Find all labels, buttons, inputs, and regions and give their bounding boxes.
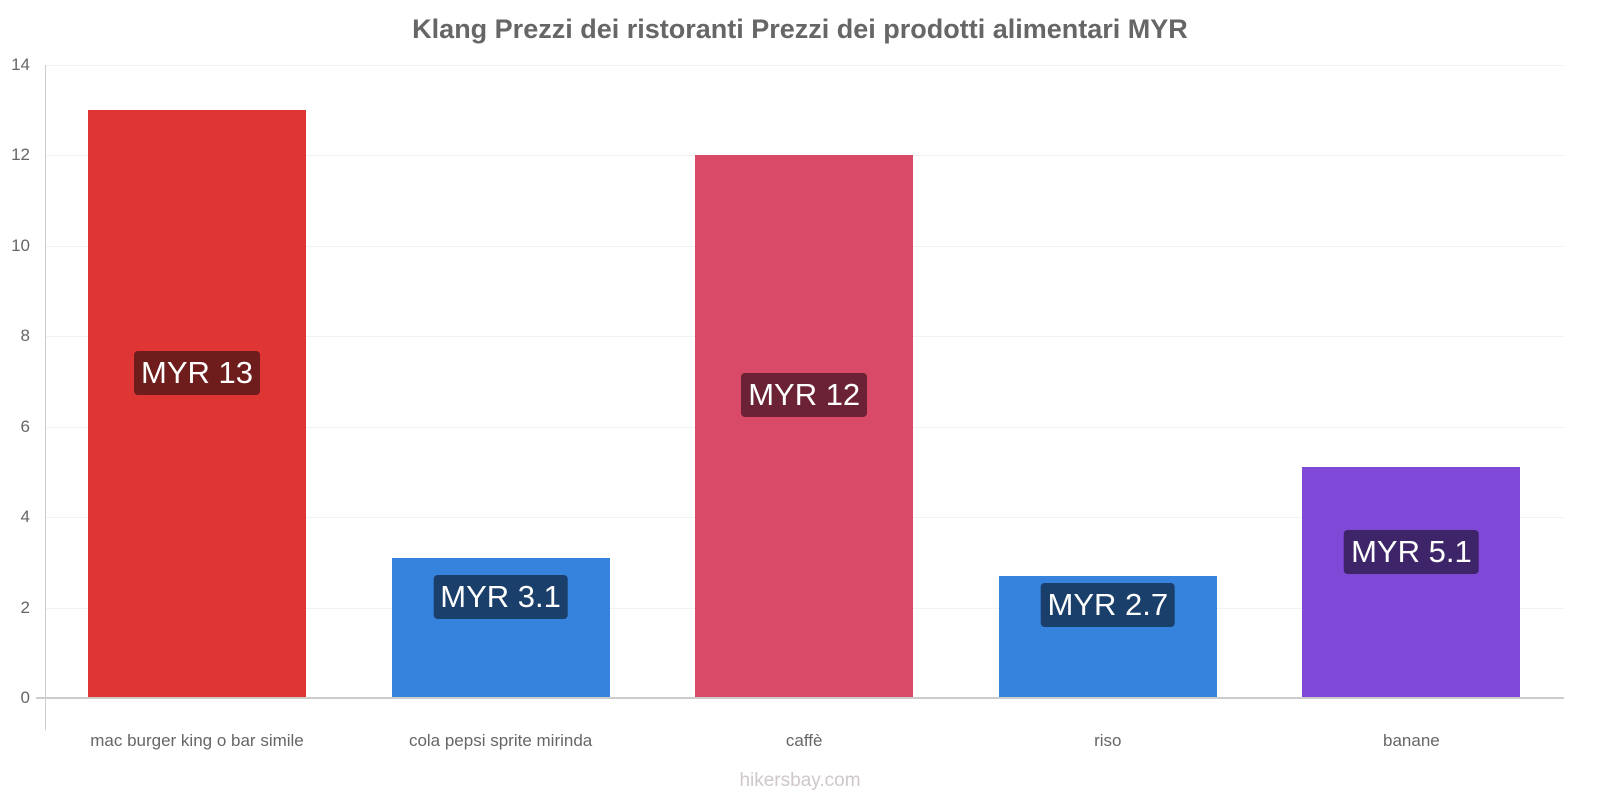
y-tick-label: 10 (11, 236, 30, 255)
bar-value-label: MYR 2.7 (1040, 583, 1176, 627)
bar-value-label: MYR 12 (741, 373, 868, 417)
bar-2: MYR 12 (695, 155, 914, 698)
y-tick-label: 12 (11, 145, 30, 164)
bar-0: MYR 13 (88, 110, 306, 698)
chart-title: Klang Prezzi dei ristoranti Prezzi dei p… (412, 14, 1188, 44)
x-tick-label: riso (1094, 731, 1122, 750)
x-axis-line (36, 697, 1564, 699)
y-tick-label: 8 (20, 326, 30, 345)
bar-1: MYR 3.1 (391, 557, 610, 698)
bar-value-label: MYR 13 (134, 351, 260, 395)
x-tick-label: cola pepsi sprite mirinda (408, 731, 593, 750)
bar-value-label: MYR 3.1 (433, 575, 568, 619)
bar-4: MYR 5.1 (1302, 467, 1521, 698)
y-tick-label: 0 (20, 688, 30, 707)
bar-value-label: MYR 5.1 (1344, 530, 1479, 574)
y-tick-label: 14 (11, 55, 30, 74)
y-tick-label: 6 (20, 417, 30, 436)
x-tick-label: caffè (785, 731, 823, 750)
bar-3: MYR 2.7 (998, 575, 1217, 698)
gridline (46, 65, 1564, 66)
x-tick-label: banane (1383, 731, 1440, 750)
plot-area: MYR 13 MYR 3.1 MYR 12 MYR 2.7 MYR 5.1 (46, 65, 1564, 698)
y-tick-label: 2 (20, 598, 30, 617)
y-axis-line (45, 65, 46, 730)
y-tick-label: 4 (20, 507, 30, 526)
x-tick-label: mac burger king o bar simile (90, 731, 304, 750)
watermark: hikersbay.com (739, 770, 861, 791)
